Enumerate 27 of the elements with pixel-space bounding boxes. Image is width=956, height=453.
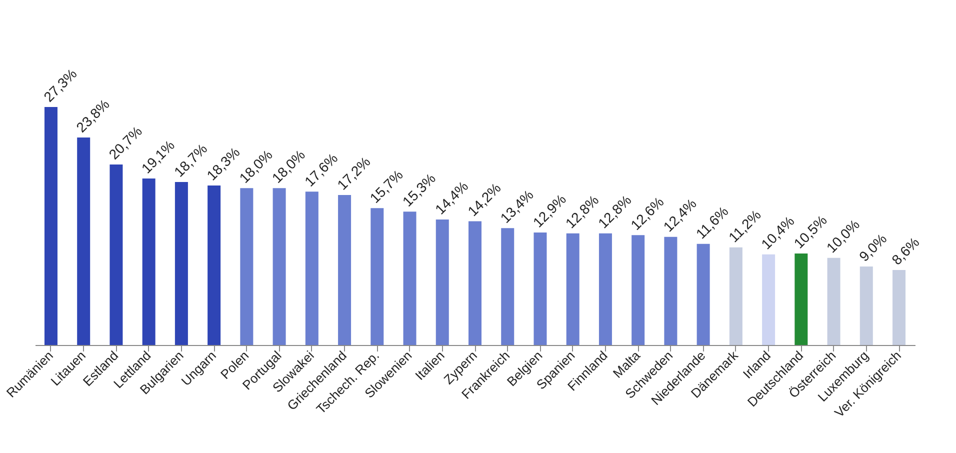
bar (827, 258, 840, 345)
bar (110, 164, 123, 345)
bar (534, 232, 547, 345)
bar (142, 178, 156, 345)
bar (468, 221, 482, 345)
bar (664, 236, 678, 345)
bar (436, 219, 449, 345)
bar (44, 107, 58, 345)
bar (501, 228, 514, 345)
bar (272, 188, 286, 345)
bar (566, 233, 580, 345)
bar (338, 195, 352, 345)
bar (77, 138, 90, 345)
bar (892, 270, 906, 345)
bar (632, 235, 645, 345)
bar (762, 254, 776, 345)
bar (794, 253, 808, 345)
bar (403, 212, 416, 345)
bar (240, 188, 254, 345)
bar (305, 192, 318, 345)
bar (174, 182, 188, 345)
bar (860, 266, 873, 345)
bar (598, 233, 612, 345)
bar (696, 244, 710, 345)
bar (370, 208, 384, 345)
bar (729, 247, 742, 345)
bar (208, 185, 221, 345)
